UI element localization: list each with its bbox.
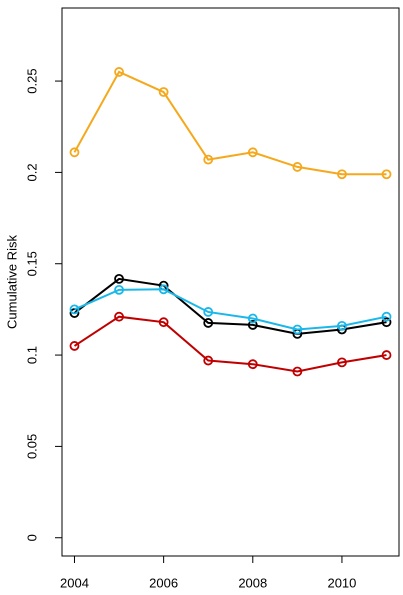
series-line [73, 277, 387, 335]
point [247, 359, 258, 370]
point [158, 87, 169, 97]
point [381, 317, 392, 328]
point [114, 284, 124, 295]
point [247, 313, 258, 324]
point [114, 311, 124, 322]
point [203, 307, 214, 317]
point [292, 162, 303, 172]
x-tick-label: 2008 [238, 575, 267, 590]
point [158, 284, 169, 295]
point [114, 67, 124, 77]
series-line [73, 315, 387, 373]
x-tick-label: 2006 [149, 575, 178, 590]
point [337, 320, 347, 331]
point [381, 350, 392, 360]
point [247, 320, 258, 330]
y-tick-label: 0.05 [24, 434, 39, 459]
point [337, 357, 347, 368]
point [114, 273, 124, 284]
point [203, 154, 214, 165]
x-tick-label: 2010 [327, 575, 356, 590]
point [69, 304, 80, 315]
y-axis-label: Cumulative Risk [4, 235, 19, 329]
point [158, 317, 169, 328]
point [381, 311, 392, 322]
point [292, 324, 303, 335]
y-tick-label: 0.1 [24, 346, 39, 364]
point [203, 355, 214, 366]
point [203, 318, 214, 328]
y-tick-label: 0.2 [24, 163, 39, 181]
series-line [73, 70, 387, 176]
point [247, 147, 258, 158]
y-tick-label: 0.15 [24, 251, 39, 276]
point [337, 169, 347, 180]
point [292, 366, 303, 377]
y-tick-label: 0.25 [24, 68, 39, 93]
point [381, 169, 392, 180]
point [69, 341, 80, 351]
series-line [74, 288, 387, 331]
x-tick-label: 2004 [60, 575, 89, 590]
y-tick-label: 0 [24, 534, 39, 541]
point [69, 147, 80, 158]
plot-box [61, 7, 400, 557]
